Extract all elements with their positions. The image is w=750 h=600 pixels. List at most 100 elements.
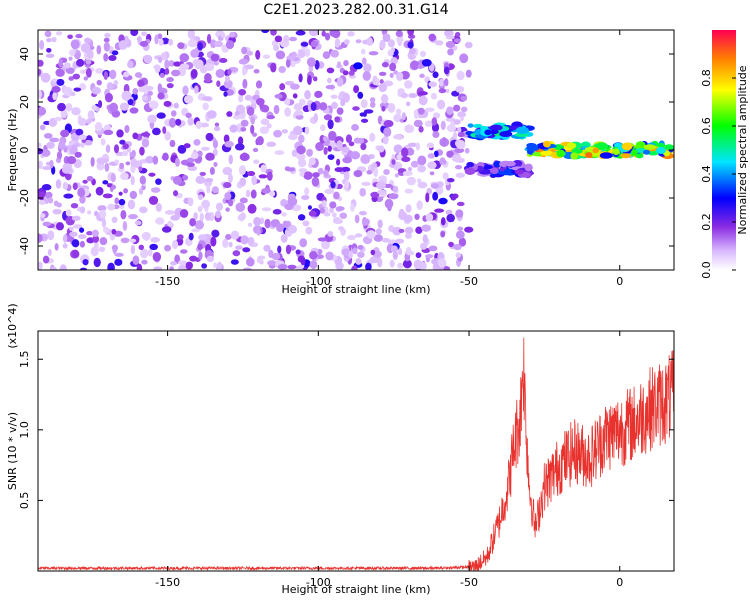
spectrogram-cell — [262, 54, 271, 59]
spectrogram-cell — [357, 251, 365, 258]
spectrogram-cell — [69, 226, 74, 231]
spectrogram-cell — [448, 241, 454, 247]
spectrogram-cell — [140, 248, 149, 259]
spectrogram-cell — [72, 249, 79, 258]
spectrogram-cell — [370, 191, 380, 198]
spectrogram-cell — [187, 117, 194, 126]
spectrogram-cell — [197, 205, 203, 213]
spectrogram-cell — [55, 222, 65, 231]
spectrogram-cell — [110, 172, 116, 183]
spectrogram-cell — [388, 193, 399, 200]
spectrogram-cell — [446, 177, 455, 183]
spectrogram-cell — [80, 142, 85, 148]
spectrogram-cell — [224, 192, 232, 201]
spectrogram-x-tick-label: -100 — [306, 275, 331, 288]
spectrogram-cell — [370, 249, 376, 256]
spectrogram-cell — [224, 140, 234, 148]
spectrogram-cell — [44, 30, 52, 38]
spectrogram-cell — [95, 68, 104, 74]
spectrogram-cell — [291, 204, 302, 212]
spectrogram-cell — [257, 255, 266, 260]
spectrogram-cell — [393, 144, 403, 154]
spectrogram-cell — [308, 30, 319, 37]
spectrogram-cell — [157, 33, 163, 40]
spectrogram-cell — [377, 189, 387, 195]
spectrogram-cell — [197, 42, 203, 51]
spectrogram-cell — [194, 220, 204, 230]
spectrogram-cell — [137, 79, 145, 88]
spectrogram-cell — [195, 120, 202, 130]
spectrogram-cell — [446, 106, 454, 115]
spectrogram-signal-cell — [464, 167, 476, 176]
spectrogram-cell — [228, 173, 233, 184]
spectrogram-cell — [370, 101, 376, 108]
spectrogram-cell — [164, 210, 175, 215]
spectrogram-cell — [186, 157, 196, 163]
colorbar-tick-label: 0.6 — [700, 117, 713, 135]
spectrogram-cell — [295, 249, 301, 255]
spectrogram-cell — [319, 102, 328, 111]
spectrogram-cell — [405, 232, 412, 239]
spectrogram-cell — [242, 78, 248, 89]
spectrogram-cell — [241, 66, 247, 76]
spectrogram-cell — [121, 90, 132, 101]
spectrogram-cell — [404, 226, 414, 235]
spectrogram-cell — [38, 69, 42, 76]
spectrogram-cell — [84, 139, 93, 146]
spectrogram-cell — [190, 68, 198, 79]
spectrogram-cell — [145, 155, 155, 164]
spectrogram-cell — [152, 251, 162, 262]
spectrogram-cell — [294, 110, 304, 116]
spectrogram-cell — [450, 194, 457, 201]
spectrogram-cell — [321, 30, 326, 37]
spectrogram-cell — [299, 238, 308, 248]
spectrogram-cell — [323, 212, 331, 217]
spectrogram-cell — [459, 116, 465, 122]
spectrogram-cell — [164, 68, 170, 75]
spectrogram-signal-cell — [524, 163, 533, 172]
spectrogram-cell — [57, 102, 66, 112]
spectrogram-cell — [202, 96, 212, 101]
spectrogram-cell — [193, 139, 201, 146]
spectrogram-cell — [129, 107, 139, 114]
spectrogram-cell — [413, 119, 423, 128]
spectrogram-cell — [400, 92, 409, 99]
spectrogram-cell — [63, 193, 74, 199]
spectrogram-signal-cell — [556, 149, 566, 158]
spectrogram-cell — [156, 112, 166, 119]
spectrogram-cell — [168, 60, 175, 67]
spectrogram-cell — [369, 256, 380, 264]
spectrogram-cell — [106, 82, 114, 91]
spectrogram-cell — [96, 79, 102, 86]
spectrogram-cell — [171, 239, 179, 250]
spectrogram-cell — [206, 110, 217, 119]
spectrogram-cell — [136, 263, 143, 270]
spectrogram-cell — [285, 167, 296, 172]
spectrogram-cell — [343, 39, 350, 45]
spectrogram-signal-cell — [595, 142, 609, 151]
spectrogram-cell — [38, 233, 43, 243]
spectrogram-cell — [99, 237, 108, 246]
spectrogram-cell — [260, 118, 270, 126]
snr-y-tick-label: 1.5 — [18, 350, 31, 368]
spectrogram-cell — [65, 67, 75, 75]
spectrogram-cell — [266, 123, 272, 129]
spectrogram-cell — [261, 104, 270, 113]
spectrogram-signal-cell — [504, 161, 516, 167]
spectrogram-cell — [173, 190, 179, 197]
spectrogram-cell — [379, 79, 384, 84]
spectrogram-cell — [65, 103, 73, 112]
spectrogram-cell — [348, 74, 356, 79]
spectrogram-cell — [277, 245, 282, 254]
spectrogram-cell — [164, 131, 172, 141]
spectrogram-cell — [120, 210, 127, 220]
spectrogram-cell — [220, 32, 226, 39]
spectrogram-cell — [295, 30, 306, 36]
spectrogram-cell — [75, 33, 83, 39]
spectrogram-cell — [421, 224, 432, 232]
spectrogram-cell — [444, 78, 449, 87]
spectrogram-cell — [377, 145, 385, 153]
spectrogram-cell — [256, 226, 261, 236]
spectrogram-cell — [270, 30, 277, 36]
spectrogram-cell — [215, 210, 222, 219]
